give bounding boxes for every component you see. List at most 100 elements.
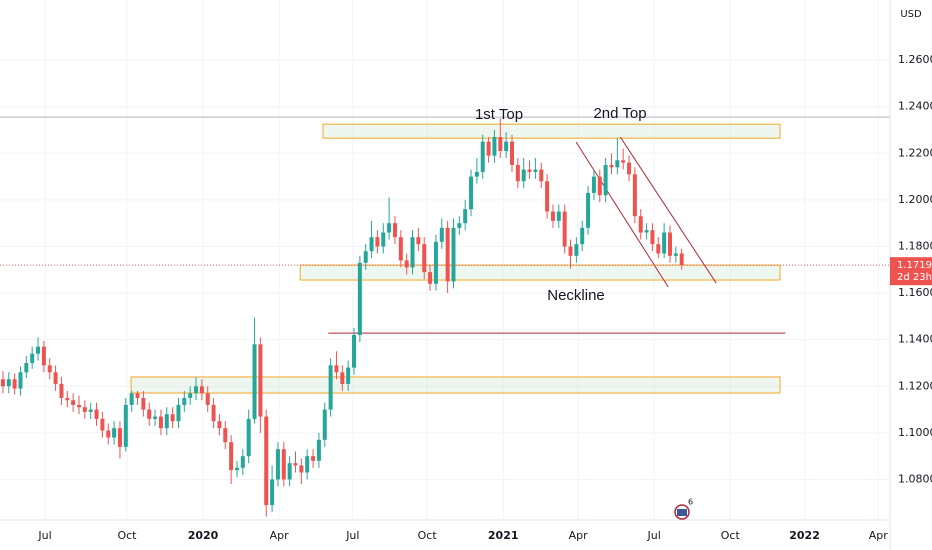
- candle-body: [182, 397, 187, 405]
- annotation: 2nd Top: [593, 105, 646, 122]
- candle-body: [340, 372, 345, 384]
- y-tick-label: 1.22000: [898, 146, 932, 159]
- candle-body: [12, 379, 17, 389]
- candle-body: [533, 169, 538, 172]
- candle-body: [147, 409, 152, 419]
- candle-body: [352, 335, 357, 368]
- candle-body: [88, 409, 93, 412]
- candle-body: [375, 237, 380, 247]
- candle-body: [135, 393, 140, 398]
- candle-body: [439, 227, 444, 242]
- candle-body: [627, 162, 632, 175]
- candle-body: [217, 421, 222, 429]
- candle-body: [6, 379, 11, 387]
- candle-body: [603, 164, 608, 196]
- candle-body: [410, 237, 415, 268]
- candle-body: [357, 262, 362, 336]
- candle-body: [311, 456, 316, 461]
- annotation: Neckline: [547, 287, 605, 304]
- candle-body: [644, 230, 649, 233]
- candle-body: [591, 176, 596, 193]
- candle-body: [509, 141, 514, 165]
- candle-body: [0, 379, 5, 387]
- event-icon: 6: [674, 498, 693, 520]
- candle-body: [281, 449, 286, 480]
- y-tick-label: 1.20000: [898, 193, 932, 206]
- candle-body: [568, 246, 573, 256]
- candle-body: [469, 176, 474, 210]
- svg-text:6: 6: [688, 498, 693, 507]
- candle-body: [486, 141, 491, 156]
- candle-body: [106, 430, 111, 438]
- candle-body: [662, 232, 667, 254]
- candle-body: [36, 346, 41, 354]
- candle-body: [305, 456, 310, 473]
- candles: [0, 118, 684, 517]
- candle-body: [100, 418, 105, 431]
- y-tick-label: 1.08000: [898, 472, 932, 485]
- candle-body: [498, 136, 503, 151]
- y-tick-label: 1.18000: [898, 239, 932, 252]
- y-tick-label: 1.14000: [898, 333, 932, 346]
- y-tick-label: 1.10000: [898, 426, 932, 439]
- candle-body: [211, 404, 216, 422]
- candle-body: [521, 169, 526, 182]
- x-tick-label: Apr: [569, 529, 589, 542]
- zone: [130, 376, 781, 394]
- candle-body: [299, 465, 304, 473]
- candle-body: [463, 209, 468, 224]
- candle-body: [205, 393, 210, 405]
- candle-body: [667, 232, 672, 256]
- annotation: 1st Top: [475, 106, 523, 123]
- candle-body: [82, 407, 87, 412]
- candle-body: [381, 232, 386, 247]
- candle-body: [545, 181, 550, 212]
- x-tick-label: Oct: [418, 529, 438, 542]
- candle-body: [71, 400, 76, 405]
- candle-body: [404, 260, 409, 268]
- candle-body: [234, 467, 239, 471]
- y-tick-label: 1.12000: [898, 379, 932, 392]
- candle-body: [246, 418, 251, 457]
- candle-body: [24, 362, 29, 373]
- x-tick-label: 2022: [789, 529, 820, 542]
- candle-body: [615, 160, 620, 168]
- y-tick-label: 1.26000: [898, 53, 932, 66]
- candle-body: [387, 223, 392, 233]
- candle-body: [650, 230, 655, 245]
- candle-body: [328, 365, 333, 410]
- candle-body: [673, 253, 678, 256]
- candle-body: [123, 404, 128, 447]
- last-price-label: 1.17198: [897, 260, 932, 271]
- candle-body: [53, 372, 58, 384]
- candle-body: [188, 393, 193, 398]
- last-price-box: [890, 257, 932, 286]
- candle-body: [240, 456, 245, 468]
- candle-body: [428, 272, 433, 284]
- drawings: [130, 123, 786, 394]
- x-tick-label: Apr: [869, 529, 889, 542]
- candle-body: [363, 251, 368, 263]
- candle-body: [586, 192, 591, 228]
- candle-body: [153, 416, 158, 419]
- candle-body: [416, 237, 421, 245]
- x-tick-label: Oct: [117, 529, 137, 542]
- candle-body: [76, 404, 81, 408]
- y-tick-label: 1.16000: [898, 286, 932, 299]
- candle-body: [346, 367, 351, 384]
- candle-body: [47, 365, 52, 373]
- candle-body: [41, 346, 46, 366]
- x-tick-label: Jul: [345, 529, 359, 542]
- candle-body: [287, 463, 292, 480]
- candle-body: [141, 397, 146, 410]
- x-tick-label: Jul: [37, 529, 51, 542]
- candle-body: [492, 136, 497, 156]
- candle-body: [65, 397, 70, 401]
- grid: [0, 0, 890, 520]
- candle-body: [433, 241, 438, 284]
- candle-body: [574, 244, 579, 256]
- candle-body: [270, 479, 275, 506]
- candle-body: [515, 164, 520, 182]
- trend-line: [575, 141, 669, 288]
